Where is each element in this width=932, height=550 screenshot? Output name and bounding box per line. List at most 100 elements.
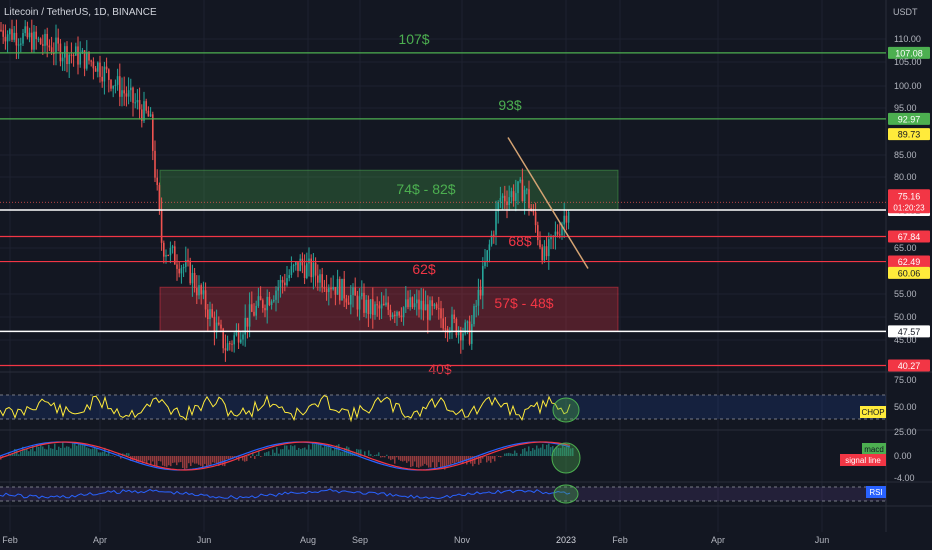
macd-histogram-bar — [228, 456, 230, 460]
last-price-tag — [888, 189, 930, 214]
macd-histogram-bar — [546, 444, 548, 456]
candle — [543, 246, 546, 261]
macd-histogram-bar — [166, 456, 168, 467]
macd-histogram-bar — [136, 456, 138, 463]
macd-histogram-bar — [430, 456, 432, 468]
macd-histogram-bar — [48, 444, 50, 456]
candle — [196, 288, 198, 296]
macd-histogram-bar — [452, 456, 454, 464]
macd-histogram-bar — [50, 448, 52, 456]
candle — [132, 87, 134, 103]
macd-histogram-bar — [42, 446, 44, 456]
candle — [363, 292, 365, 313]
level-price-label: 67.84 — [898, 232, 921, 242]
macd-histogram-bar — [272, 449, 274, 456]
macd-histogram-bar — [506, 453, 508, 456]
macd-histogram-bar — [20, 451, 22, 456]
macd-histogram-bar — [12, 453, 14, 456]
candle — [15, 32, 18, 46]
macd-histogram-bar — [522, 449, 524, 456]
candle — [6, 34, 9, 42]
level-price-tag — [888, 128, 930, 141]
candle — [235, 330, 238, 336]
macd-histogram-bar — [528, 446, 530, 456]
macd-histogram-bar — [206, 456, 208, 467]
macd-histogram-bar — [244, 456, 246, 462]
macd-histogram-bar — [190, 456, 192, 467]
level-price-tag — [888, 255, 930, 268]
candle — [343, 278, 345, 299]
macd-histogram-bar — [338, 444, 340, 456]
macd-histogram-bar — [182, 456, 184, 468]
candle — [275, 290, 277, 300]
macd-histogram-bar — [348, 447, 350, 456]
macd-tick: -4.00 — [894, 473, 915, 483]
macd-histogram-bar — [282, 449, 284, 456]
macd-histogram-bar — [550, 447, 552, 456]
macd-histogram-bar — [444, 456, 446, 470]
macd-histogram-bar — [80, 444, 82, 456]
candle — [297, 262, 299, 271]
macd-histogram-bar — [508, 452, 510, 456]
macd-histogram-bar — [52, 448, 54, 456]
macd-histogram-bar — [450, 456, 452, 466]
candle — [37, 38, 40, 40]
macd-histogram-bar — [322, 447, 324, 456]
candle — [211, 309, 213, 317]
candle — [134, 102, 136, 104]
candle — [453, 314, 455, 319]
macd-histogram-bar — [510, 453, 512, 456]
candle — [369, 299, 372, 315]
macd-histogram-bar — [110, 455, 112, 456]
macd-histogram-bar — [448, 456, 450, 465]
candle — [383, 303, 385, 306]
macd-histogram-bar — [286, 445, 288, 456]
candle — [257, 296, 260, 306]
macd-histogram-bar — [126, 453, 128, 456]
macd-histogram-bar — [156, 456, 158, 467]
candle — [20, 43, 22, 45]
candle — [198, 285, 200, 296]
macd-histogram-bar — [214, 456, 216, 463]
candle — [372, 299, 374, 315]
macd-histogram-bar — [440, 456, 442, 468]
macd-histogram-bar — [482, 456, 484, 459]
macd-histogram-bar — [236, 456, 238, 459]
candle — [108, 69, 110, 80]
macd-histogram-bar — [108, 450, 110, 456]
candle — [438, 308, 440, 310]
macd-histogram-bar — [114, 456, 116, 457]
macd-histogram-bar — [396, 456, 398, 458]
candle — [367, 299, 370, 315]
candle — [429, 300, 431, 320]
macd-histogram-bar — [64, 447, 66, 456]
chop-tick: 25.00 — [894, 427, 917, 437]
candle — [79, 53, 81, 65]
macd-histogram-bar — [368, 450, 370, 456]
candle — [31, 32, 33, 50]
candle — [251, 304, 253, 312]
candle — [255, 305, 257, 316]
macd-histogram-bar — [400, 456, 402, 461]
y-tick-label: 50.00 — [894, 312, 917, 322]
candle — [435, 304, 438, 309]
macd-histogram-bar — [460, 456, 462, 463]
macd-histogram-bar — [300, 449, 302, 456]
macd-line — [0, 441, 571, 471]
macd-histogram-bar — [26, 448, 28, 456]
macd-histogram-bar — [458, 456, 460, 463]
macd-histogram-bar — [376, 454, 378, 456]
candle — [422, 300, 425, 311]
candle — [314, 262, 317, 276]
level-annotation: 62$ — [412, 261, 436, 277]
y-tick-label: 85.00 — [894, 150, 917, 160]
candle — [345, 298, 348, 303]
candle — [165, 254, 167, 257]
macd-histogram-bar — [82, 444, 84, 456]
macd-histogram-bar — [274, 452, 276, 456]
candle — [119, 76, 121, 97]
macd-histogram-bar — [88, 448, 90, 456]
macd-histogram-bar — [474, 456, 476, 464]
candle — [24, 26, 26, 33]
